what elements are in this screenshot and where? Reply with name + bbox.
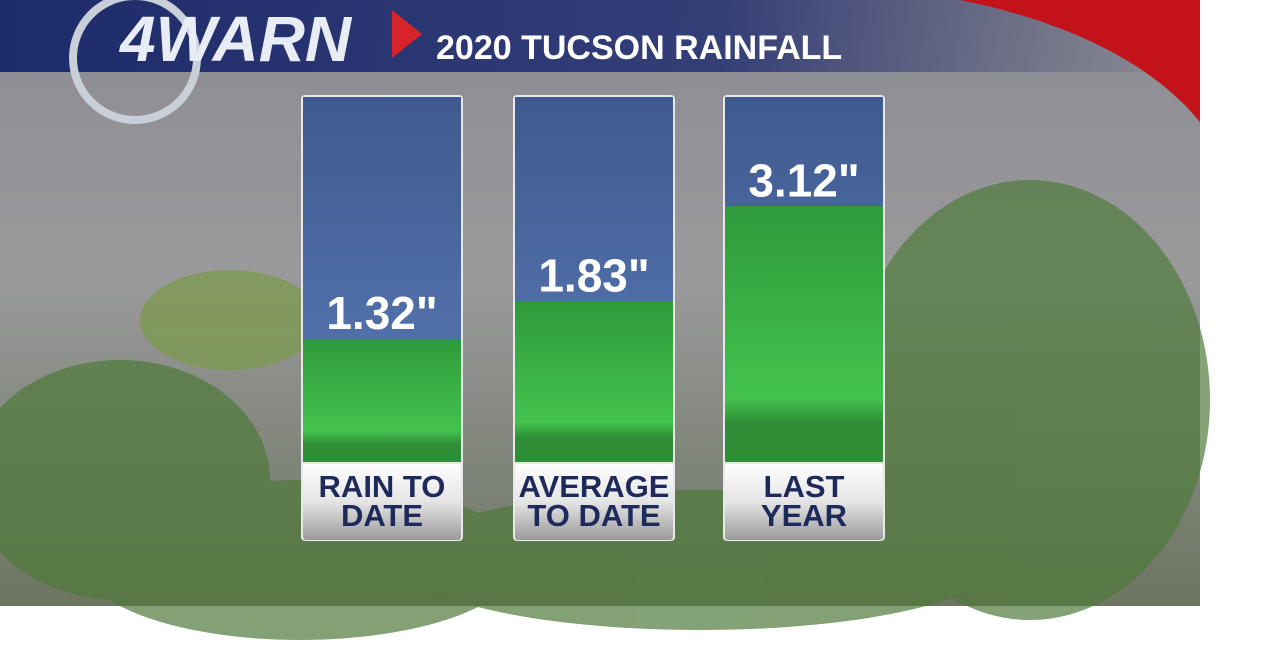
label-box	[725, 464, 883, 540]
category-label: DATE	[341, 498, 423, 533]
red-swoosh	[960, 0, 1200, 122]
bar	[303, 338, 461, 462]
category-label: AVERAGE	[518, 469, 669, 504]
logo: 4WARN	[118, 3, 353, 75]
bar	[515, 301, 673, 462]
logo-arrow	[392, 10, 422, 58]
value-label: 3.12"	[748, 154, 859, 206]
label-box	[303, 464, 461, 540]
value-label: 1.32"	[326, 287, 437, 339]
category-label: YEAR	[761, 498, 847, 533]
category-label: RAIN TO	[319, 469, 446, 504]
category-label: TO DATE	[527, 498, 660, 533]
label-box	[515, 464, 673, 540]
chart-title: 2020 TUCSON RAINFALL	[436, 29, 842, 67]
category-label: LAST	[764, 469, 845, 504]
logo-ring	[69, 0, 201, 124]
value-label: 1.83"	[538, 249, 649, 301]
bar	[725, 206, 883, 462]
